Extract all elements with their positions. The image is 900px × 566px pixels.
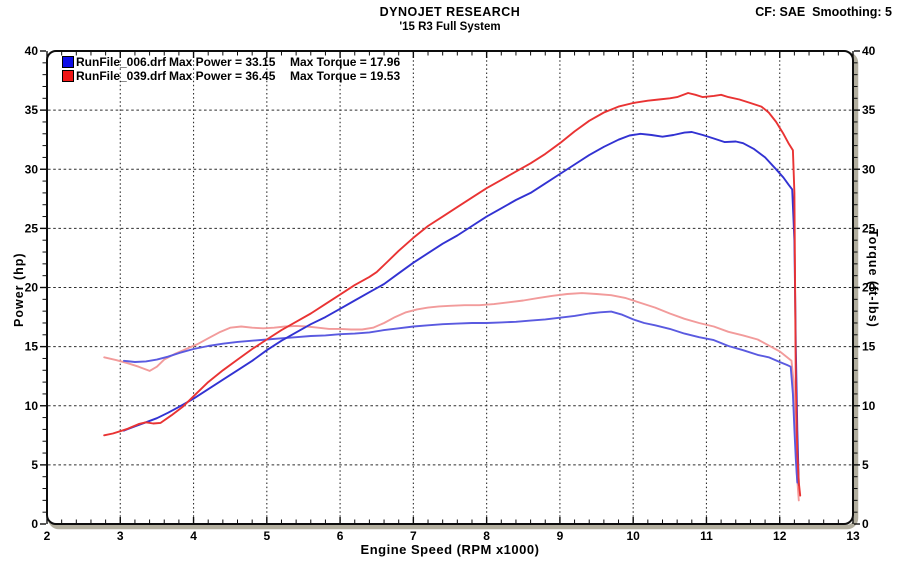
rpm-tick-label: 11 — [700, 529, 713, 543]
torque-tick-label: 10 — [862, 399, 876, 413]
legend-row-run2: RunFile_039.drf Max Power = 36.45 Max To… — [62, 69, 422, 83]
legend-run2-name: RunFile_039.drf — [76, 69, 167, 83]
legend-run2-max-power: Max Power = 36.45 — [169, 69, 276, 83]
curve-runfile_006-torque — [122, 310, 799, 484]
torque-tick-label: 5 — [862, 458, 869, 472]
power-tick-label: 20 — [25, 281, 39, 295]
torque-tick-label: 40 — [862, 44, 876, 58]
rpm-tick-label: 12 — [773, 529, 787, 543]
rpm-tick-label: 13 — [846, 529, 860, 543]
legend-row-run1: RunFile_006.drf Max Power = 33.15 Max To… — [62, 55, 422, 69]
engine-speed-axis-label: Engine Speed (RPM x1000) — [360, 542, 540, 557]
power-tick-label: 40 — [25, 44, 39, 58]
power-tick-label: 5 — [31, 458, 38, 472]
tick-labels: 0 0 5 5 10 10 15 15 20 20 25 25 30 30 35 35 40 40 2 3 4 5 6 7 8 9… — [25, 44, 876, 543]
power-tick-label: 30 — [25, 162, 39, 176]
torque-tick-label: 25 — [862, 221, 876, 235]
chart-subtitle: '15 R3 Full System — [399, 21, 501, 33]
torque-tick-label: 30 — [862, 162, 876, 176]
rpm-tick-label: 2 — [44, 529, 51, 543]
power-tick-label: 25 — [25, 221, 39, 235]
power-tick-label: 0 — [31, 517, 38, 531]
curve-runfile_039-torque — [103, 292, 800, 502]
gridlines — [48, 52, 852, 523]
rpm-tick-label: 10 — [627, 529, 641, 543]
legend-run1-max-power: Max Power = 33.15 — [169, 55, 276, 69]
legend-swatch-run2-icon — [62, 70, 74, 82]
curve-runfile_039-power — [103, 92, 802, 497]
torque-tick-label: 35 — [862, 103, 876, 117]
power-tick-label: 10 — [25, 399, 39, 413]
rpm-tick-label: 8 — [483, 529, 490, 543]
chart-title: DYNOJET RESEARCH — [379, 5, 521, 19]
legend-swatch-run1-icon — [62, 56, 74, 68]
legend: RunFile_006.drf Max Power = 33.15 Max To… — [62, 55, 422, 83]
torque-axis-label: Torque (ft-lbs) — [866, 229, 880, 328]
correction-smoothing-info: CF: SAE Smoothing: 5 — [755, 5, 892, 19]
power-tick-label: 15 — [25, 340, 39, 354]
legend-run1-name: RunFile_006.drf — [76, 55, 167, 69]
rpm-tick-label: 3 — [117, 529, 124, 543]
legend-run1-max-torque: Max Torque = 17.96 — [290, 55, 401, 69]
torque-tick-label: 0 — [862, 517, 869, 531]
power-tick-label: 35 — [25, 103, 39, 117]
rpm-tick-label: 6 — [337, 529, 344, 543]
power-axis-label: Power (hp) — [12, 252, 26, 327]
torque-tick-label: 15 — [862, 340, 876, 354]
axis-ticks — [40, 50, 860, 525]
rpm-tick-label: 7 — [410, 529, 417, 543]
rpm-tick-label: 9 — [557, 529, 564, 543]
rpm-tick-label: 5 — [263, 529, 270, 543]
dyno-curves — [103, 92, 802, 502]
torque-tick-label: 20 — [862, 281, 876, 295]
curve-runfile_006-power — [122, 131, 800, 486]
legend-run2-max-torque: Max Torque = 19.53 — [290, 69, 401, 83]
rpm-tick-label: 4 — [190, 529, 197, 543]
